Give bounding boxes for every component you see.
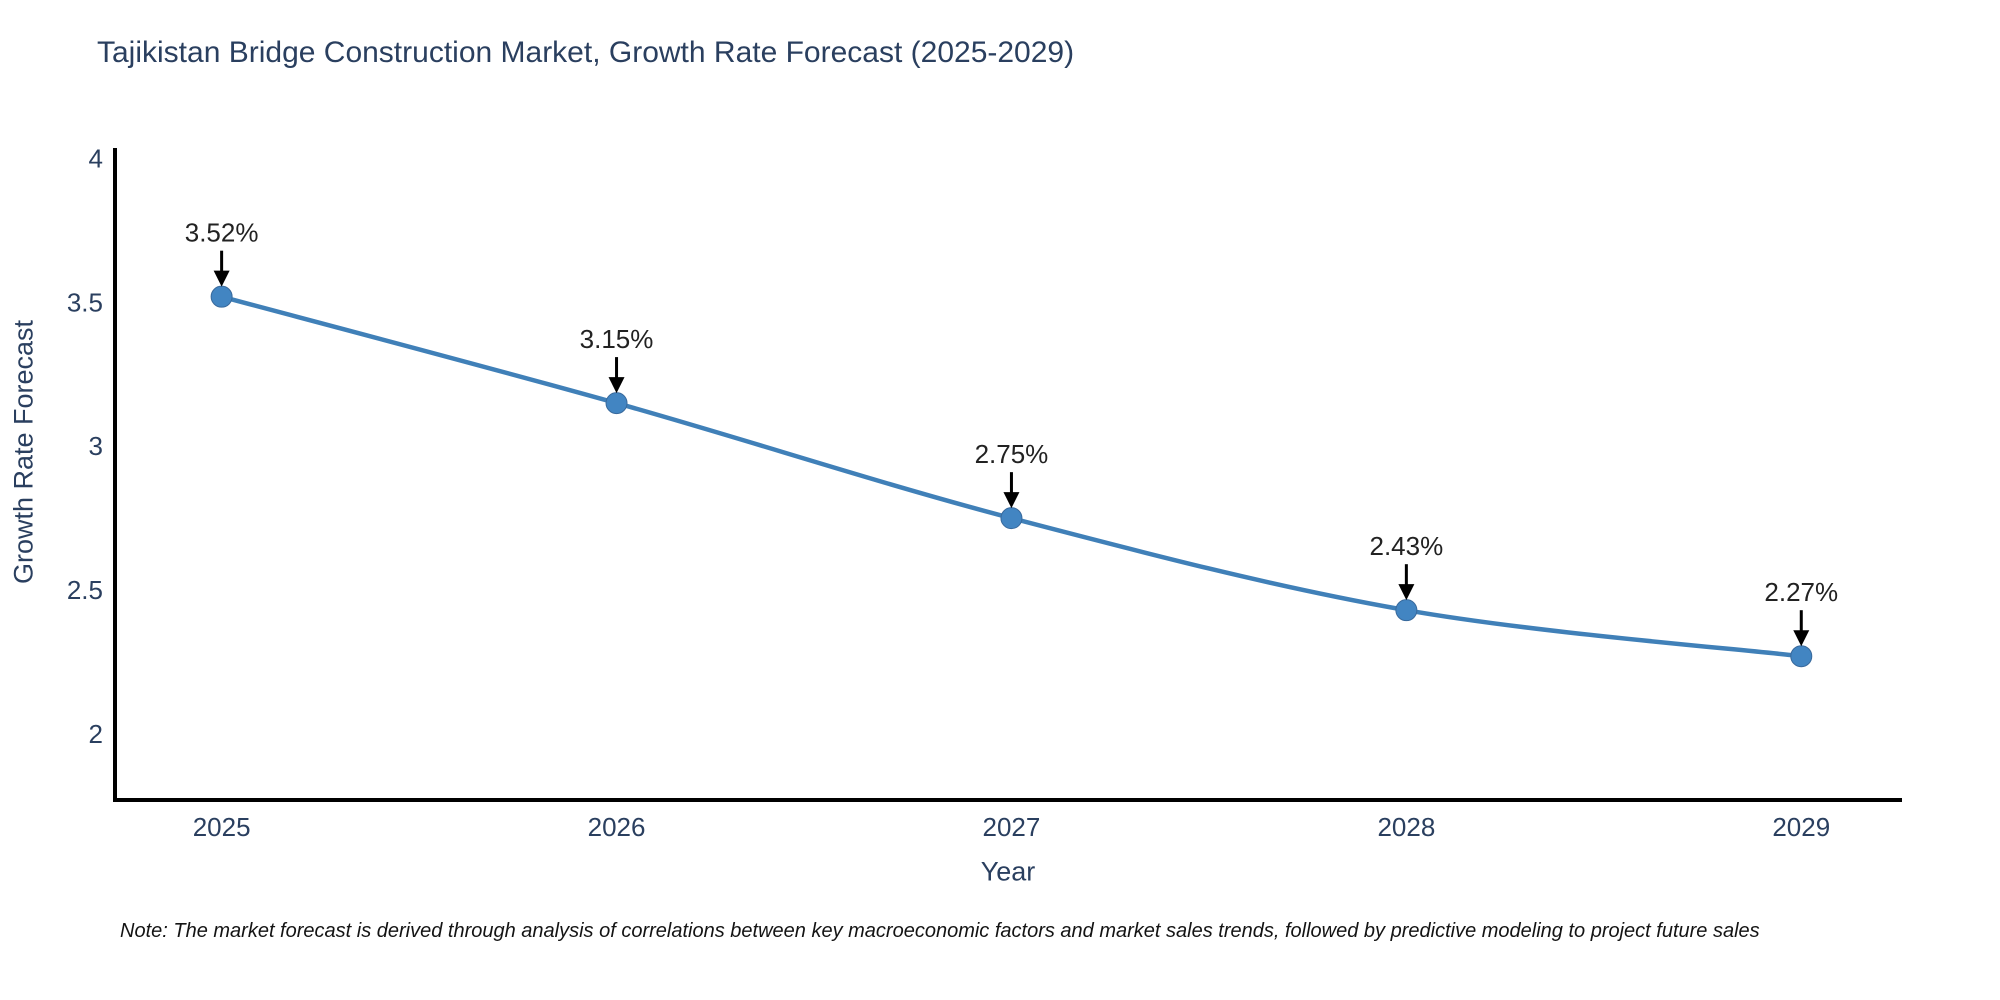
annotation-label-2027: 2.75% xyxy=(975,439,1049,469)
annotation-label-2028: 2.43% xyxy=(1369,531,1443,561)
annotation-arrowhead-2028 xyxy=(1398,584,1415,601)
y-tick-2.5: 2.5 xyxy=(67,575,103,605)
data-point-2028 xyxy=(1395,599,1418,622)
annotation-arrowhead-2027 xyxy=(1003,492,1020,509)
x-tick-2025: 2025 xyxy=(193,812,251,842)
data-point-2029 xyxy=(1790,645,1813,668)
footnote: Note: The market forecast is derived thr… xyxy=(120,920,1760,942)
annotation-label-2025: 3.52% xyxy=(185,218,259,248)
x-tick-2029: 2029 xyxy=(1772,812,1830,842)
axes xyxy=(113,148,1902,802)
y-tick-4: 4 xyxy=(89,144,103,174)
data-point-2025 xyxy=(210,285,233,308)
annotation-label-2026: 3.15% xyxy=(580,324,654,354)
x-axis-title: Year xyxy=(980,856,1036,887)
annotation-arrowhead-2026 xyxy=(608,377,625,394)
y-tick-3: 3 xyxy=(89,431,103,461)
y-tick-3.5: 3.5 xyxy=(67,287,103,317)
x-tick-2026: 2026 xyxy=(588,812,646,842)
data-point-2027 xyxy=(1000,507,1023,530)
x-tick-2027: 2027 xyxy=(983,812,1041,842)
y-tick-2: 2 xyxy=(89,719,103,749)
data-point-2026 xyxy=(605,392,628,415)
annotation-arrowhead-2029 xyxy=(1793,630,1810,647)
x-tick-2028: 2028 xyxy=(1377,812,1435,842)
annotation-arrowhead-2025 xyxy=(213,270,230,287)
annotation-label-2029: 2.27% xyxy=(1764,577,1838,607)
chart-title: Tajikistan Bridge Construction Market, G… xyxy=(97,36,1075,69)
